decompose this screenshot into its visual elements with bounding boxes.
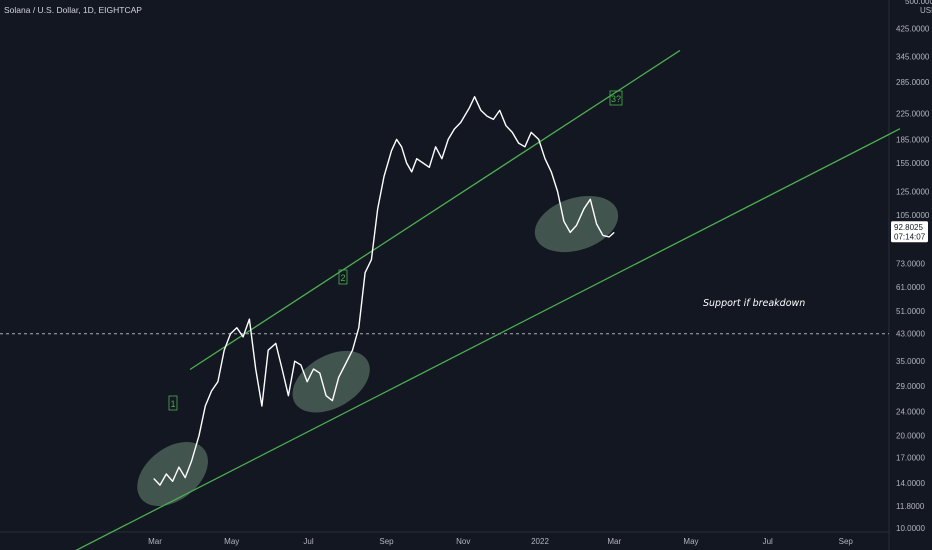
price-tick-label: 17.0000 [896, 453, 925, 462]
time-tick-label: Sep [839, 537, 854, 546]
price-tick-label: 24.0000 [896, 407, 925, 416]
time-tick-label: Nov [456, 537, 470, 546]
price-axis-top-label: 500.0000 [905, 0, 932, 6]
price-tick-label: 11.8000 [896, 502, 925, 511]
price-tick-label: 10.0000 [896, 524, 925, 533]
current-price-badge [891, 221, 928, 243]
price-tick-label: 20.0000 [896, 432, 925, 441]
price-axis[interactable]: 425.0000 345.0000 285.0000 225.0000 185.0000… [891, 0, 932, 533]
wave1-label: 1 [170, 399, 175, 409]
highlight-ellipse-1 [137, 441, 208, 507]
price-line [153, 95, 615, 486]
price-tick-label: 105.0000 [896, 211, 930, 220]
support-annotation: Support if breakdown [703, 298, 805, 309]
time-tick-label: May [683, 537, 698, 546]
price-tick-label: 51.0000 [896, 307, 925, 316]
price-tick-label: 125.0000 [896, 188, 930, 197]
price-tick-label: 285.0000 [896, 78, 930, 87]
price-tick-label: 425.0000 [896, 25, 930, 34]
chart-title: Solana / U.S. Dollar, 1D, EIGHTCAP [4, 5, 142, 15]
time-tick-label: Jul [763, 537, 773, 546]
countdown-label: 07:14:07 [894, 232, 926, 241]
time-axis[interactable]: Mar May Jul Sep Nov 2022 Mar May Jul Sep [148, 537, 853, 546]
highlight-ellipse-2 [292, 350, 370, 413]
time-tick-label: May [224, 537, 239, 546]
price-tick-label: 225.0000 [896, 109, 930, 118]
annotations: Support if breakdown 1 2 3? [168, 90, 805, 411]
wave2-label: 2 [340, 273, 345, 283]
current-price-label: 92.8025 [894, 223, 923, 232]
time-tick-label: Mar [607, 537, 621, 546]
price-tick-label: 14.0000 [896, 479, 925, 488]
trendlines[interactable] [50, 49, 901, 550]
time-tick-label: 2022 [531, 537, 549, 546]
price-tick-label: 35.0000 [896, 357, 925, 366]
wave3-label: 3? [611, 94, 621, 104]
price-series[interactable] [153, 95, 615, 486]
wave2-box [338, 269, 348, 285]
price-tick-label: 345.0000 [896, 52, 930, 61]
wave1-box [168, 395, 178, 411]
price-tick-label: 29.0000 [896, 382, 925, 391]
time-tick-label: Sep [379, 537, 394, 546]
price-axis-unit: USD [920, 6, 932, 15]
highlight-ellipses [137, 195, 619, 507]
price-tick-label: 73.0000 [896, 259, 925, 268]
wave3-box [609, 90, 623, 106]
trendline-support [75, 128, 901, 550]
price-tick-label: 61.0000 [896, 283, 925, 292]
price-tick-label: 43.0000 [896, 330, 925, 339]
time-tick-label: Jul [303, 537, 313, 546]
price-tick-label: 185.0000 [896, 135, 930, 144]
time-tick-label: Mar [148, 537, 162, 546]
price-tick-label: 155.0000 [896, 159, 930, 168]
axis-lines [0, 0, 890, 550]
trendline-upper [189, 49, 681, 371]
